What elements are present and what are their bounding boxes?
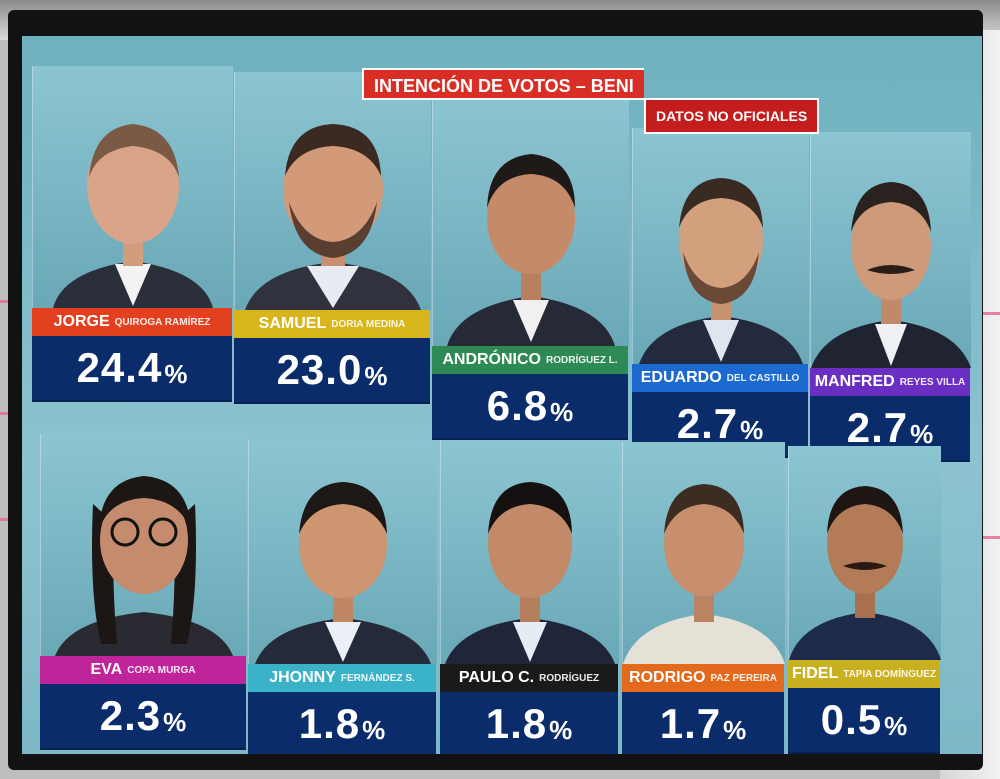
vote-percentage: 23.0 % xyxy=(234,338,430,404)
vote-percentage-value: 1.7 xyxy=(659,700,722,747)
tv-screen: INTENCIÓN DE VOTOS – BENI DATOS NO OFICI… xyxy=(22,36,982,754)
vote-percentage-value: 1.8 xyxy=(485,700,548,747)
vote-percentage-value: 23.0 xyxy=(276,346,363,393)
candidate-first-name: EDUARDO xyxy=(640,369,722,386)
candidate-first-name: SAMUEL xyxy=(258,315,327,332)
candidate-photo xyxy=(622,442,785,664)
percent-sign: % xyxy=(164,358,188,389)
vote-percentage: 1.8 % xyxy=(248,692,436,754)
vote-percentage: 1.7 % xyxy=(622,692,784,754)
candidate-name-bar: ANDRÓNICO RODRÍGUEZ L. xyxy=(432,346,628,374)
candidate-name-bar: SAMUEL DORIA MEDINA xyxy=(234,310,430,338)
candidate-photo xyxy=(40,434,247,656)
candidate-last-name: DEL CASTILLO xyxy=(726,372,800,384)
candidate-photo xyxy=(632,128,809,364)
person-icon xyxy=(53,124,213,308)
candidate-photo xyxy=(810,132,971,368)
person-icon xyxy=(447,154,615,346)
decor-line xyxy=(0,300,14,303)
candidate-first-name: EVA xyxy=(90,661,123,678)
candidate-card: EDUARDO DEL CASTILLO 2.7 % xyxy=(632,128,809,458)
candidate-card: JHONNY FERNÁNDEZ S. 1.8 % xyxy=(248,440,437,754)
person-icon xyxy=(55,476,233,656)
candidate-last-name: FERNÁNDEZ S. xyxy=(340,672,415,684)
person-icon xyxy=(245,124,421,310)
candidate-last-name: QUIROGA RAMÍREZ xyxy=(114,316,211,328)
candidate-photo xyxy=(234,72,431,310)
percent-sign: % xyxy=(884,710,908,741)
candidate-last-name: COPA MURGA xyxy=(127,664,196,676)
candidate-first-name: FIDEL xyxy=(792,665,839,682)
percent-sign: % xyxy=(723,714,747,745)
percent-sign: % xyxy=(163,706,187,737)
vote-percentage: 2.3 % xyxy=(40,684,246,750)
person-icon xyxy=(639,178,803,364)
candidate-last-name: DORIA MEDINA xyxy=(331,318,406,330)
title-banner: INTENCIÓN DE VOTOS – BENI DATOS NO OFICI… xyxy=(362,68,820,134)
candidate-last-name: TAPIA DOMÍNGUEZ xyxy=(843,668,936,680)
person-icon xyxy=(623,484,785,664)
vote-percentage-value: 0.5 xyxy=(820,696,883,743)
vote-percentage: 0.5 % xyxy=(788,688,940,754)
vote-percentage-value: 1.8 xyxy=(298,700,361,747)
candidate-name-bar: EVA COPA MURGA xyxy=(40,656,246,684)
candidate-photo xyxy=(248,440,437,664)
page-title: INTENCIÓN DE VOTOS – BENI xyxy=(362,68,644,100)
candidate-name-bar: MANFRED REYES VILLA xyxy=(810,368,970,396)
person-icon xyxy=(789,486,941,660)
candidate-first-name: JHONNY xyxy=(269,669,336,686)
person-icon xyxy=(445,482,615,664)
percent-sign: % xyxy=(740,414,764,445)
candidate-card: SAMUEL DORIA MEDINA 23.0 % xyxy=(234,72,431,404)
vote-percentage-value: 2.3 xyxy=(99,692,162,739)
candidate-photo xyxy=(32,66,233,308)
candidate-card: RODRIGO PAZ PEREIRA 1.7 % xyxy=(622,442,785,754)
candidate-first-name: MANFRED xyxy=(814,373,895,390)
candidate-last-name: RODRÍGUEZ xyxy=(539,672,600,684)
candidate-last-name: PAZ PEREIRA xyxy=(710,672,777,684)
percent-sign: % xyxy=(362,714,386,745)
vote-percentage-value: 2.7 xyxy=(846,404,909,451)
percent-sign: % xyxy=(910,418,934,449)
percent-sign: % xyxy=(364,360,388,391)
candidate-name-bar: JHONNY FERNÁNDEZ S. xyxy=(248,664,436,692)
candidate-last-name: REYES VILLA xyxy=(899,376,966,388)
candidate-first-name: JORGE xyxy=(53,313,110,330)
candidate-card: ANDRÓNICO RODRÍGUEZ L. 6.8 % xyxy=(432,96,629,440)
candidate-photo xyxy=(440,440,619,664)
candidate-card: JORGE QUIROGA RAMÍREZ 24.4 % xyxy=(32,66,233,402)
vote-percentage: 6.8 % xyxy=(432,374,628,440)
candidate-first-name: RODRIGO xyxy=(629,669,706,686)
vote-percentage-value: 6.8 xyxy=(486,382,549,429)
candidate-photo xyxy=(788,446,941,660)
person-icon xyxy=(811,182,971,368)
candidate-name-bar: PAULO C. RODRÍGUEZ xyxy=(440,664,618,692)
candidate-name-bar: FIDEL TAPIA DOMÍNGUEZ xyxy=(788,660,940,688)
percent-sign: % xyxy=(550,396,574,427)
candidate-photo xyxy=(432,96,629,346)
candidate-name-bar: EDUARDO DEL CASTILLO xyxy=(632,364,808,392)
decor-line xyxy=(972,312,1000,315)
vote-percentage-value: 2.7 xyxy=(676,400,739,447)
candidate-last-name: RODRÍGUEZ L. xyxy=(546,354,618,366)
candidate-card: PAULO C. RODRÍGUEZ 1.8 % xyxy=(440,440,619,754)
unofficial-badge: DATOS NO OFICIALES xyxy=(644,98,820,134)
candidate-card: MANFRED REYES VILLA 2.7 % xyxy=(810,132,971,462)
candidate-name-bar: JORGE QUIROGA RAMÍREZ xyxy=(32,308,232,336)
candidate-first-name: ANDRÓNICO xyxy=(442,351,541,368)
vote-percentage-value: 24.4 xyxy=(76,344,163,391)
vote-percentage: 1.8 % xyxy=(440,692,618,754)
candidate-first-name: PAULO C. xyxy=(458,669,535,686)
candidate-card: EVA COPA MURGA 2.3 % xyxy=(40,434,247,750)
percent-sign: % xyxy=(549,714,573,745)
candidate-name-bar: RODRIGO PAZ PEREIRA xyxy=(622,664,784,692)
candidate-card: FIDEL TAPIA DOMÍNGUEZ 0.5 % xyxy=(788,446,941,754)
vote-percentage: 24.4 % xyxy=(32,336,232,402)
person-icon xyxy=(255,482,431,664)
